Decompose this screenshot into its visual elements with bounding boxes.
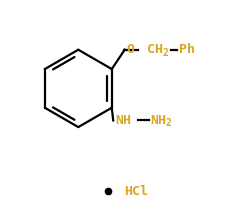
Text: CH: CH — [147, 43, 162, 56]
Text: NH: NH — [150, 114, 166, 127]
Text: Ph: Ph — [179, 43, 195, 56]
Text: HCl: HCl — [124, 185, 148, 198]
Text: 2: 2 — [162, 48, 168, 58]
Text: 2: 2 — [166, 118, 171, 128]
Text: O: O — [126, 43, 134, 56]
Text: NH: NH — [116, 114, 132, 127]
